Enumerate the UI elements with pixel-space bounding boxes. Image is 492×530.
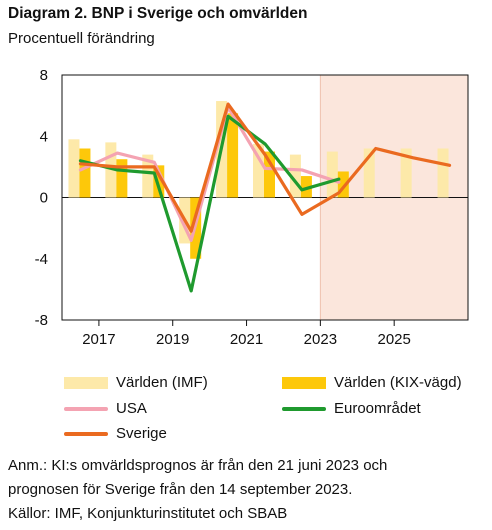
bar-kix <box>79 148 91 198</box>
bar-imf <box>437 148 449 198</box>
series-line-euro <box>78 114 341 293</box>
note-line-2: prognosen för Sverige från den 14 septem… <box>8 481 353 498</box>
legend-item-sverige: Sverige <box>64 425 167 442</box>
y-tick-label: 4 <box>40 128 48 145</box>
legend-label-sverige: Sverige <box>116 425 167 442</box>
bar-kix <box>227 113 239 198</box>
x-tick-label: 2019 <box>156 331 189 348</box>
x-tick-label: 2025 <box>377 331 410 348</box>
x-tick-label: 2021 <box>230 331 263 348</box>
bar-imf <box>363 148 375 198</box>
x-tick-label: 2023 <box>304 331 337 348</box>
legend-item-imf: Världen (IMF) <box>64 374 208 391</box>
bar-imf <box>289 154 301 198</box>
legend-swatch-euro <box>282 406 326 411</box>
series-line-sverige <box>78 102 452 233</box>
legend-swatch-imf <box>64 376 108 389</box>
x-tick-label: 2017 <box>82 331 115 348</box>
legend-item-euro: Euroområdet <box>282 400 421 417</box>
chart-area: 8 4 0 -4 -8 2017 2019 2021 2023 2025 <box>35 67 469 348</box>
bar-imf <box>142 154 154 198</box>
note-line-1: Anm.: KI:s omvärldsprognos är från den 2… <box>8 457 388 474</box>
bar-kix <box>300 176 312 198</box>
y-tick-label: -8 <box>35 312 48 329</box>
series-line-usa <box>78 105 341 242</box>
bar-kix <box>153 165 165 198</box>
bar-kix <box>264 151 275 198</box>
y-tick-label: -4 <box>35 251 48 268</box>
legend-item-usa: USA <box>64 400 147 417</box>
legend-swatch-kix <box>282 376 326 389</box>
y-tick-label: 0 <box>40 190 48 207</box>
bar-imf <box>68 139 80 198</box>
y-tick-label: 8 <box>40 67 48 84</box>
legend-label-kix: Världen (KIX-vägd) <box>334 374 462 391</box>
bar-kix <box>337 171 349 198</box>
bar-kix <box>116 159 128 198</box>
chart-subtitle: Procentuell förändring <box>8 30 155 47</box>
legend-item-kix: Världen (KIX-vägd) <box>282 374 462 391</box>
bar-imf <box>400 148 412 198</box>
chart-title: Diagram 2. BNP i Sverige och omvärlden <box>8 5 308 22</box>
legend-label-euro: Euroområdet <box>334 400 421 417</box>
bar-imf <box>253 143 264 198</box>
note-line-3: Källor: IMF, Konjunkturinstitutet och SB… <box>8 505 288 522</box>
legend-swatch-sverige <box>64 431 108 436</box>
legend-label-imf: Världen (IMF) <box>116 374 208 391</box>
legend-swatch-usa <box>64 406 108 411</box>
bar-imf <box>326 151 338 198</box>
legend-label-usa: USA <box>116 400 147 417</box>
